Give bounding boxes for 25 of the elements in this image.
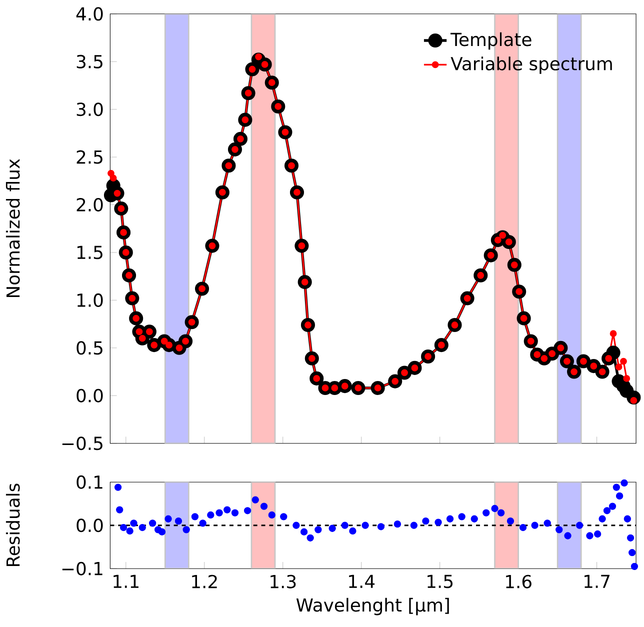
y-tick-label: 4.0 — [76, 7, 103, 21]
y-tick-label: 3.5 — [76, 54, 102, 68]
x-axis-title: Wavelenght [μm] — [296, 598, 449, 616]
x-tick-label: 1.1 — [114, 574, 138, 588]
y-axis-title: Normalized flux — [6, 158, 20, 297]
y-tick-label: 1.5 — [77, 246, 102, 259]
y-tick-label: 0.0 — [76, 518, 103, 532]
y-tick-label: 0.0 — [76, 388, 103, 402]
legend-label: Variable spectrum — [450, 56, 612, 74]
x-tick-label: 1.4 — [349, 574, 375, 588]
y-tick-label: 3.0 — [76, 102, 103, 116]
y-tick-label: 2.5 — [76, 150, 102, 164]
x-tick-label: 1.2 — [192, 574, 217, 588]
x-tick-label: 1.3 — [270, 574, 296, 588]
x-tick-label: 1.6 — [506, 574, 532, 588]
y-tick-label: 2.0 — [76, 198, 103, 212]
x-tick-label: 1.7 — [584, 574, 610, 588]
y-tick-label: 1.0 — [77, 293, 103, 307]
y-tick-label: 0.5 — [76, 341, 102, 355]
y-tick-label: 0.1 — [76, 475, 102, 489]
x-tick-label: 1.5 — [428, 574, 453, 588]
legend-label: Template — [450, 32, 532, 50]
y-tick-label: −0.1 — [62, 562, 102, 576]
y-tick-label: −0.5 — [62, 436, 102, 450]
y-axis-title: Residuals — [6, 484, 20, 566]
